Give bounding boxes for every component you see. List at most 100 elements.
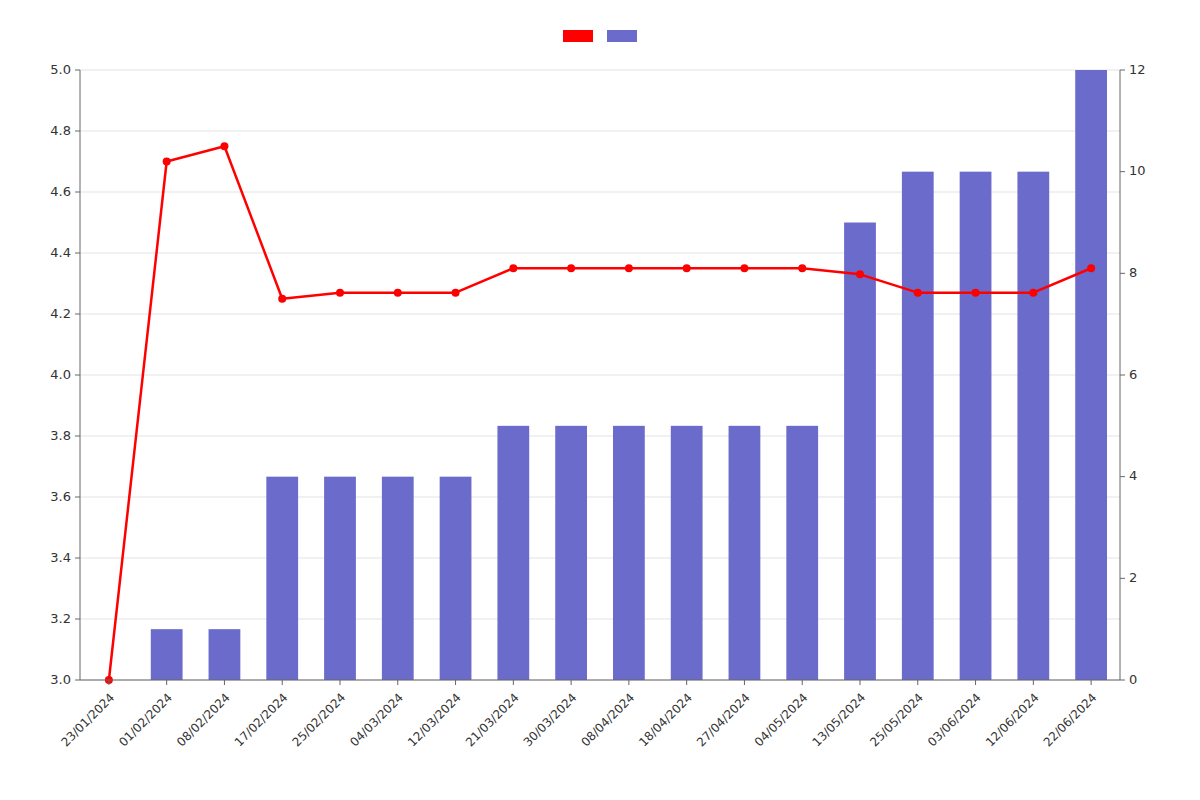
plot-area — [105, 70, 1107, 684]
y2-tick — [1120, 171, 1125, 172]
x-tick-label: 03/06/2024 — [925, 690, 984, 749]
x-tick — [975, 680, 976, 685]
y-tick-label: 4.2 — [50, 306, 71, 321]
y2-tick-label: 2 — [1129, 570, 1137, 585]
bar — [266, 477, 298, 680]
marker — [625, 264, 633, 272]
y-tick-label: 5.0 — [50, 62, 71, 77]
marker — [972, 289, 980, 297]
x-tick — [224, 680, 225, 685]
marker — [452, 289, 460, 297]
marker — [740, 264, 748, 272]
x-tick — [340, 680, 341, 685]
x-tick — [686, 680, 687, 685]
legend-swatch — [607, 30, 637, 42]
marker — [683, 264, 691, 272]
y2-tick — [1120, 273, 1125, 274]
marker — [1087, 264, 1095, 272]
x-tick — [628, 680, 629, 685]
x-tick — [744, 680, 745, 685]
marker — [278, 295, 286, 303]
y-tick-label: 3.8 — [50, 428, 71, 443]
x-tick-label: 23/01/2024 — [58, 690, 117, 749]
y-tick — [75, 131, 80, 132]
y-tick-label: 3.2 — [50, 611, 71, 626]
x-tick — [455, 680, 456, 685]
x-tick — [860, 680, 861, 685]
legend-swatch — [563, 30, 593, 42]
x-tick-label: 12/03/2024 — [405, 690, 464, 749]
y-tick-label: 3.6 — [50, 489, 71, 504]
y2-tick-label: 0 — [1129, 672, 1137, 687]
x-tick — [108, 680, 109, 685]
y-tick — [75, 192, 80, 193]
line — [109, 146, 1091, 680]
bar — [613, 426, 645, 680]
y2-tick — [1120, 375, 1125, 376]
marker — [798, 264, 806, 272]
y-tick-label: 3.4 — [50, 550, 71, 565]
grid-line — [80, 70, 1120, 71]
marker — [220, 142, 228, 150]
x-tick-label: 25/05/2024 — [867, 690, 926, 749]
x-tick-label: 08/04/2024 — [578, 690, 637, 749]
x-tick-label: 12/06/2024 — [983, 690, 1042, 749]
marker — [336, 289, 344, 297]
y-tick-label: 4.0 — [50, 367, 71, 382]
y-tick-label: 4.6 — [50, 184, 71, 199]
bar — [555, 426, 587, 680]
bar — [209, 629, 241, 680]
x-tick-label: 17/02/2024 — [232, 690, 291, 749]
x-tick-label: 13/05/2024 — [810, 690, 869, 749]
y-tick — [75, 70, 80, 71]
marker — [856, 270, 864, 278]
y2-tick-label: 10 — [1129, 163, 1146, 178]
marker — [567, 264, 575, 272]
y-tick-label: 4.4 — [50, 245, 71, 260]
grid — [80, 70, 1120, 680]
x-tick-label: 04/03/2024 — [347, 690, 406, 749]
bar — [151, 629, 183, 680]
chart: 3.03.23.43.63.84.04.24.44.64.85.00246810… — [0, 0, 1200, 800]
page: {"chart_data": { "type": "bar", "categor… — [0, 0, 1200, 800]
bar — [729, 426, 761, 680]
y-tick — [75, 558, 80, 559]
y-tick — [75, 680, 80, 681]
x-tick — [282, 680, 283, 685]
y2-tick — [1120, 680, 1125, 681]
marker — [509, 264, 517, 272]
y2-tick-label: 12 — [1129, 62, 1146, 77]
x-tick — [1033, 680, 1034, 685]
x-tick — [917, 680, 918, 685]
bar — [960, 172, 992, 680]
x-tick-label: 01/02/2024 — [116, 690, 175, 749]
x-tick — [397, 680, 398, 685]
bar — [1075, 70, 1107, 680]
x-tick-label: 08/02/2024 — [174, 690, 233, 749]
bar — [902, 172, 934, 680]
marker — [394, 289, 402, 297]
y2-tick-label: 6 — [1129, 367, 1137, 382]
x-tick — [1091, 680, 1092, 685]
bar — [382, 477, 414, 680]
x-axis-line — [80, 680, 1120, 681]
y2-tick-label: 4 — [1129, 468, 1137, 483]
y2-tick — [1120, 70, 1125, 71]
marker — [914, 289, 922, 297]
marker — [163, 158, 171, 166]
marker — [1029, 289, 1037, 297]
legend — [563, 30, 637, 42]
y-tick-label: 4.8 — [50, 123, 71, 138]
x-tick-label: 30/03/2024 — [521, 690, 580, 749]
x-tick-label: 25/02/2024 — [290, 690, 349, 749]
y-tick — [75, 314, 80, 315]
grid-line — [80, 680, 1120, 681]
y-tick — [75, 253, 80, 254]
bar — [671, 426, 703, 680]
y2-tick-label: 8 — [1129, 265, 1137, 280]
bar — [1017, 172, 1049, 680]
y2-tick — [1120, 476, 1125, 477]
y-tick — [75, 497, 80, 498]
x-tick-label: 18/04/2024 — [636, 690, 695, 749]
x-tick-label: 04/05/2024 — [752, 690, 811, 749]
